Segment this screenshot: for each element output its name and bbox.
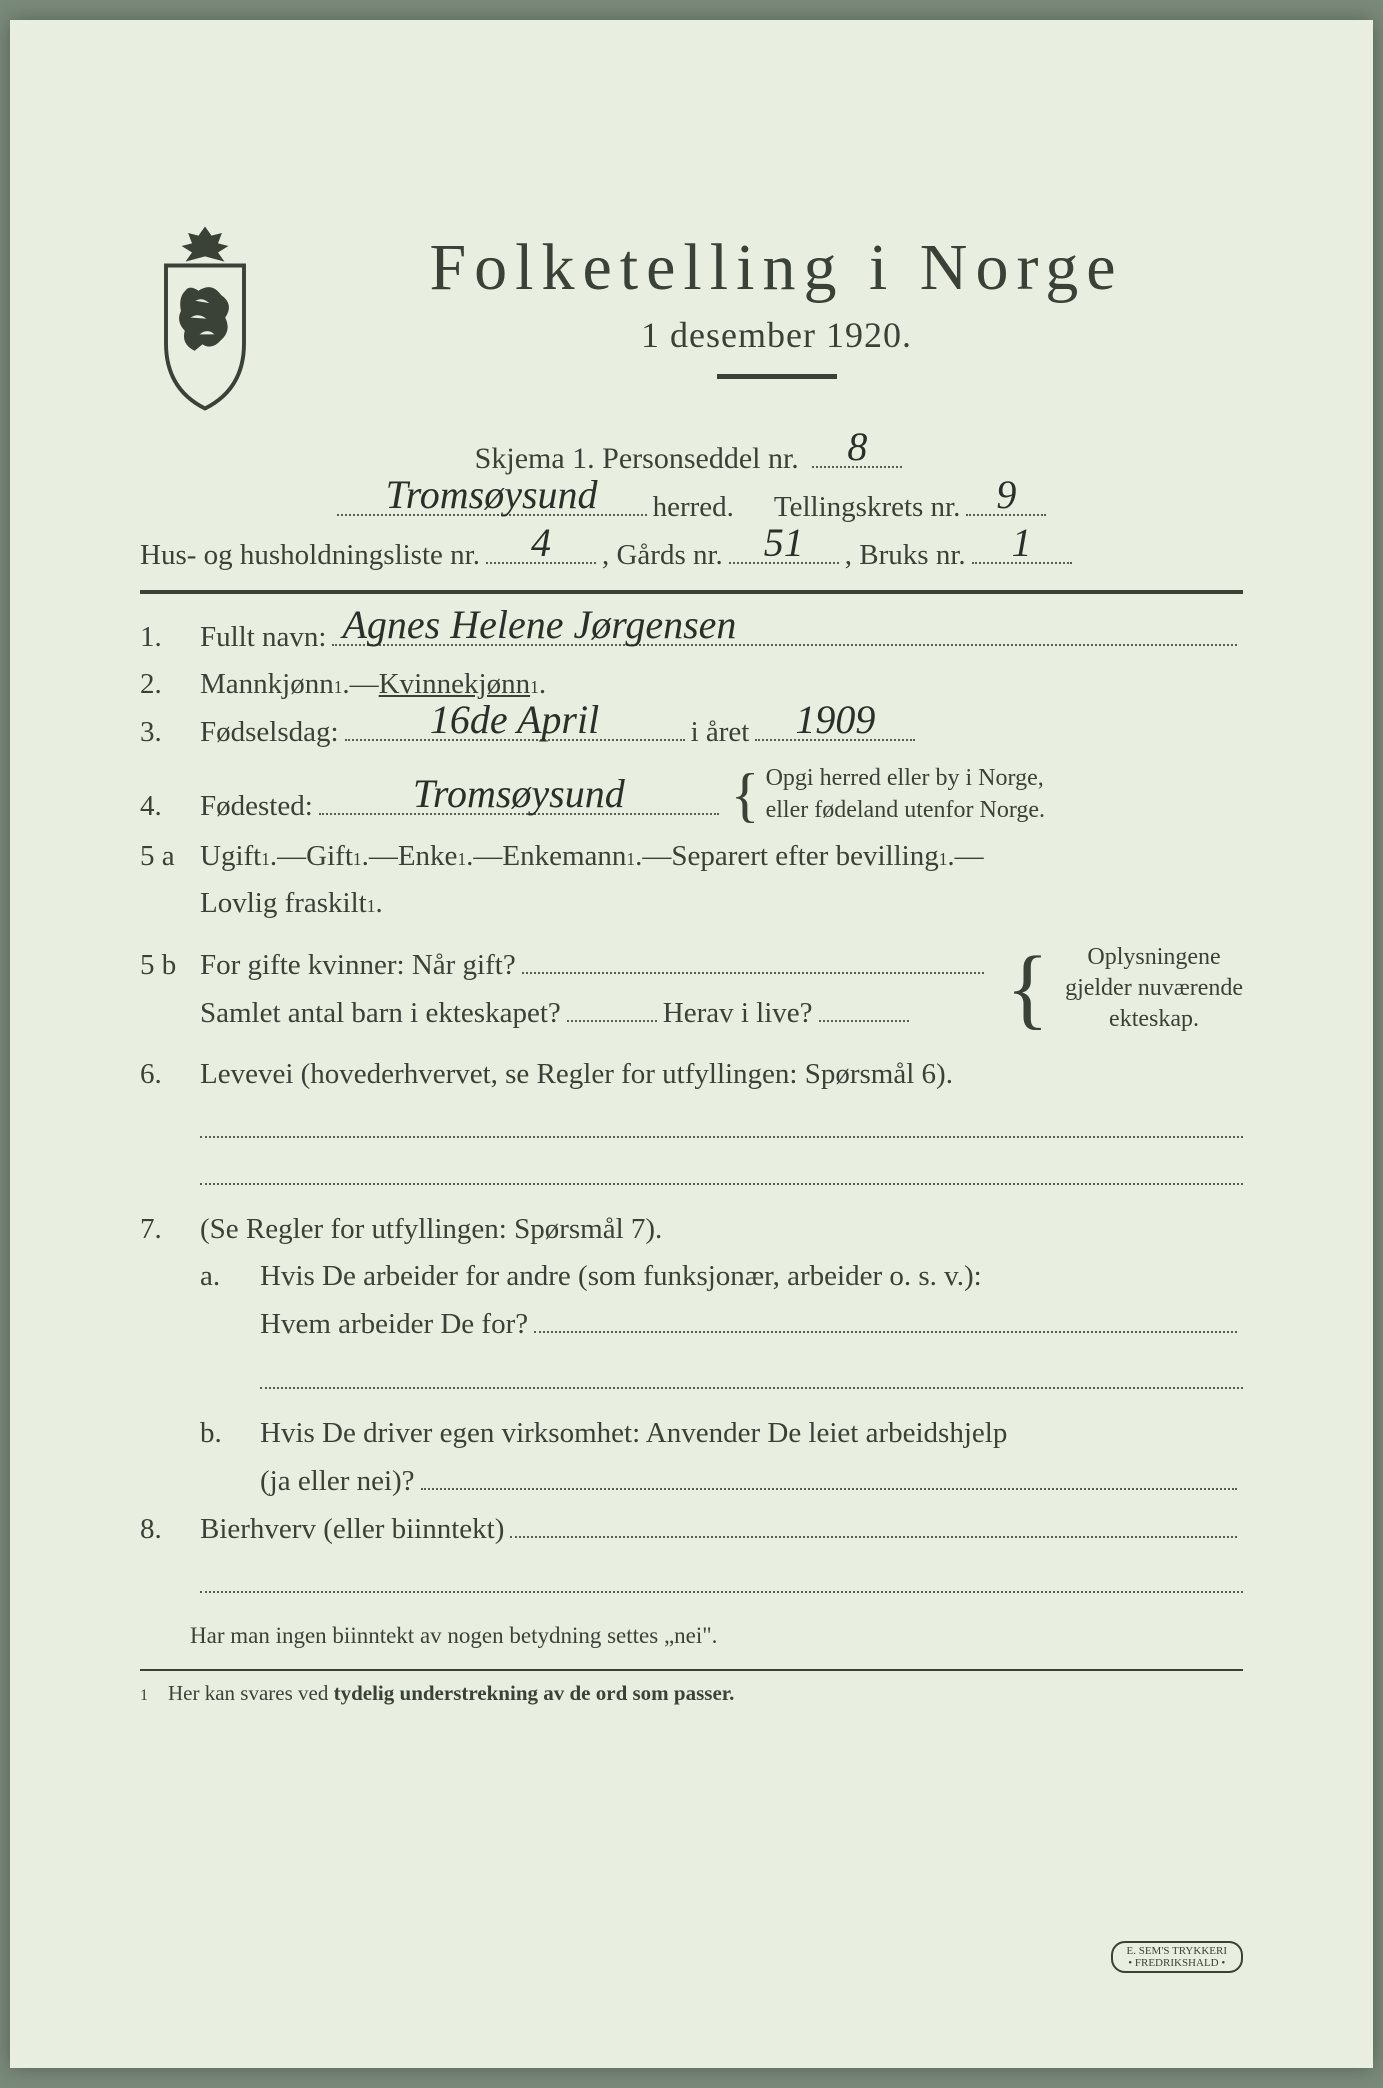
q5b-num: 5 b [140, 949, 200, 982]
q7-num: 7. [140, 1213, 200, 1246]
q4-label: Fødested: [200, 790, 313, 823]
husliste-nr: 4 [486, 519, 596, 566]
q3: 3. Fødselsdag: 16de April i året 1909 [140, 715, 1243, 749]
q7a-num: a. [200, 1260, 260, 1293]
footnote: 1 Her kan svares ved tydelig understrekn… [140, 1681, 1243, 1706]
q5a-line2: Lovlig fraskilt1. [140, 887, 1243, 920]
q7a-line1: a. Hvis De arbeider for andre (som funks… [140, 1260, 1243, 1293]
census-form-page: Folketelling i Norge 1 desember 1920. Sk… [10, 20, 1373, 2068]
q5b-label2: Samlet antal barn i ekteskapet? [200, 997, 561, 1030]
q7b-line2: (ja eller nei)? [140, 1464, 1243, 1498]
footnote-num: 1 [140, 1687, 148, 1705]
q6-blank1 [200, 1119, 1243, 1138]
title-block: Folketelling i Norge 1 desember 1920. [310, 220, 1243, 429]
q5a-num: 5 a [140, 840, 200, 873]
q8: 8. Bierhverv (eller biinntekt) [140, 1512, 1243, 1546]
footer-note: Har man ingen biinntekt av nogen betydni… [190, 1623, 1243, 1649]
skjema-label: Skjema 1. Personseddel nr. [475, 442, 799, 475]
q3-label: Fødselsdag: [200, 716, 339, 749]
subtitle: 1 desember 1920. [310, 314, 1243, 356]
q6-label: Levevei (hovederhvervet, se Regler for u… [200, 1058, 953, 1091]
main-title: Folketelling i Norge [310, 230, 1243, 306]
husliste-label: Hus- og husholdningsliste nr. [140, 539, 480, 572]
bruks-label: , Bruks nr. [845, 539, 966, 572]
q4: 4. Fødested: Tromsøysund { Opgi herred e… [140, 763, 1243, 825]
q8-label: Bierhverv (eller biinntekt) [200, 1513, 504, 1546]
section-rule [140, 590, 1243, 594]
header: Folketelling i Norge 1 desember 1920. [140, 220, 1243, 429]
printer-mark: E. SEM'S TRYKKERI • FREDRIKSHALD • [1111, 1941, 1244, 1973]
q8-blank [200, 1574, 1243, 1593]
gards-label: , Gårds nr. [602, 539, 723, 572]
q7a-blank [260, 1369, 1243, 1388]
q5b-label3: Herav i live? [663, 997, 813, 1030]
gards-nr: 51 [729, 519, 839, 566]
brace-icon: { [1000, 966, 1055, 1011]
herred-line: Tromsøysund herred. Tellingskrets nr. 9 [140, 490, 1243, 524]
q7a-text1: Hvis De arbeider for andre (som funksjon… [260, 1260, 982, 1293]
q1-value: Agnes Helene Jørgensen [332, 601, 1237, 648]
q7a-text2: Hvem arbeider De for? [260, 1308, 528, 1341]
q1-num: 1. [140, 621, 200, 654]
herred-label: herred. [653, 491, 734, 524]
q3-mid: i året [691, 716, 750, 749]
q6-num: 6. [140, 1058, 200, 1091]
q6: 6. Levevei (hovederhvervet, se Regler fo… [140, 1058, 1243, 1091]
q5a: 5 a Ugift1. — Gift1. — Enke1. — Enkemann… [140, 840, 1243, 873]
q3-day: 16de April [345, 696, 685, 743]
title-rule [717, 374, 837, 379]
q1: 1. Fullt navn: Agnes Helene Jørgensen [140, 620, 1243, 654]
q5b-label1: For gifte kvinner: Når gift? [200, 949, 516, 982]
q7-label: (Se Regler for utfyllingen: Spørsmål 7). [200, 1213, 662, 1246]
q2: 2. Mannkjønn1. — Kvinnekjønn1. [140, 668, 1243, 701]
brace-icon: { [725, 780, 766, 810]
herred-value: Tromsøysund [337, 471, 647, 518]
coat-of-arms-icon [140, 220, 270, 420]
q7b-line1: b. Hvis De driver egen virksomhet: Anven… [140, 1417, 1243, 1450]
q7b-num: b. [200, 1417, 260, 1450]
q4-value: Tromsøysund [319, 770, 719, 817]
husliste-line: Hus- og husholdningsliste nr. 4 , Gårds … [140, 538, 1243, 572]
q4-note: { Opgi herred eller by i Norge, eller fø… [725, 763, 1045, 825]
q8-num: 8. [140, 1513, 200, 1546]
q3-num: 3. [140, 716, 200, 749]
q5b: 5 b For gifte kvinner: Når gift? Samlet … [140, 934, 1243, 1044]
q1-label: Fullt navn: [200, 621, 326, 654]
q7b-text2: (ja eller nei)? [260, 1465, 415, 1498]
q4-num: 4. [140, 790, 200, 823]
q7b-text1: Hvis De driver egen virksomhet: Anvender… [260, 1417, 1007, 1450]
q5b-note: Oplysningene gjelder nuværende ekteskap. [1065, 942, 1243, 1036]
q2-mann: Mannkjønn [200, 668, 334, 701]
tellingskrets-nr: 9 [966, 471, 1046, 518]
q2-num: 2. [140, 668, 200, 701]
personseddel-nr: 8 [812, 423, 902, 470]
q7: 7. (Se Regler for utfyllingen: Spørsmål … [140, 1213, 1243, 1246]
q7a-line2: Hvem arbeider De for? [140, 1307, 1243, 1341]
bruks-nr: 1 [972, 519, 1072, 566]
footnote-rule [140, 1669, 1243, 1671]
q3-year: 1909 [755, 696, 915, 743]
skjema-line: Skjema 1. Personseddel nr. 8 [140, 441, 1243, 476]
q6-blank2 [200, 1166, 1243, 1185]
